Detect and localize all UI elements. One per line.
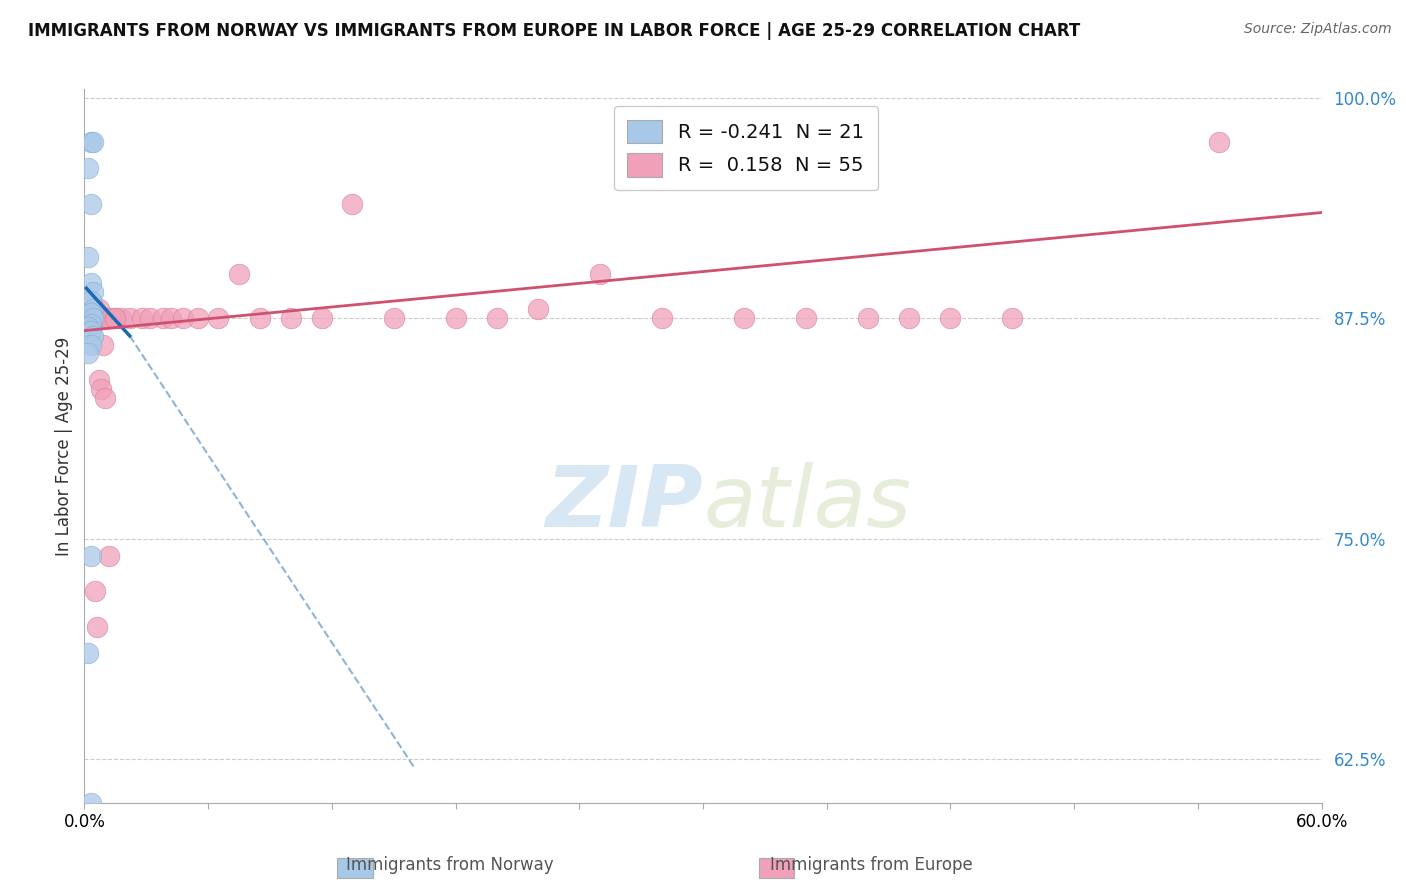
Point — [98, 311, 121, 326]
Point — [77, 250, 100, 264]
Point — [79, 549, 101, 563]
Point — [79, 311, 101, 326]
Point — [79, 337, 101, 351]
Point — [87, 373, 110, 387]
Point — [82, 311, 104, 326]
Point — [228, 267, 250, 281]
Point — [79, 196, 101, 211]
Text: Immigrants from Norway: Immigrants from Norway — [346, 855, 554, 873]
Point — [382, 311, 405, 326]
Text: Immigrants from Europe: Immigrants from Europe — [770, 855, 973, 873]
Point — [83, 584, 105, 599]
Point — [77, 848, 100, 863]
Point — [79, 796, 101, 810]
Point — [79, 135, 101, 149]
Point — [249, 311, 271, 326]
Point — [104, 311, 127, 326]
Point — [82, 302, 104, 317]
Point — [160, 311, 183, 326]
Point — [86, 311, 108, 326]
Point — [91, 311, 114, 326]
Point — [152, 311, 174, 326]
Point — [187, 311, 209, 326]
Point — [118, 311, 141, 326]
Point — [94, 311, 117, 326]
Point — [77, 161, 100, 176]
Point — [1208, 135, 1230, 149]
Point — [82, 311, 104, 326]
Point — [83, 302, 105, 317]
Point — [82, 285, 104, 299]
Point — [82, 311, 104, 326]
Point — [794, 311, 817, 326]
Point — [87, 311, 110, 326]
Point — [444, 311, 467, 326]
Point — [110, 311, 132, 326]
Point — [104, 311, 127, 326]
Point — [77, 320, 100, 334]
Point — [83, 311, 105, 326]
Point — [79, 311, 101, 326]
Point — [79, 276, 101, 290]
Point — [90, 382, 112, 396]
Point — [898, 311, 921, 326]
Point — [94, 391, 117, 405]
Text: ZIP: ZIP — [546, 461, 703, 545]
Point — [79, 324, 101, 338]
Y-axis label: In Labor Force | Age 25-29: In Labor Force | Age 25-29 — [55, 336, 73, 556]
Point — [527, 302, 550, 317]
Text: IMMIGRANTS FROM NORWAY VS IMMIGRANTS FROM EUROPE IN LABOR FORCE | AGE 25-29 CORR: IMMIGRANTS FROM NORWAY VS IMMIGRANTS FRO… — [28, 22, 1080, 40]
Point — [87, 302, 110, 317]
Point — [79, 317, 101, 331]
Text: atlas: atlas — [703, 461, 911, 545]
Point — [856, 311, 879, 326]
Point — [83, 311, 105, 326]
Point — [91, 337, 114, 351]
Point — [82, 311, 104, 326]
Point — [139, 311, 162, 326]
Point — [82, 135, 104, 149]
Point — [82, 311, 104, 326]
Point — [939, 311, 962, 326]
Point — [172, 311, 194, 326]
Point — [98, 549, 121, 563]
Point — [342, 196, 364, 211]
Point — [86, 619, 108, 633]
Legend: R = -0.241  N = 21, R =  0.158  N = 55: R = -0.241 N = 21, R = 0.158 N = 55 — [614, 106, 877, 191]
Point — [485, 311, 508, 326]
Point — [77, 646, 100, 660]
Point — [1001, 311, 1024, 326]
Point — [733, 311, 755, 326]
Point — [77, 346, 100, 360]
Point — [82, 329, 104, 343]
Point — [79, 306, 101, 320]
Point — [86, 311, 108, 326]
Point — [311, 311, 333, 326]
Point — [131, 311, 153, 326]
Point — [207, 311, 229, 326]
Point — [280, 311, 302, 326]
Point — [86, 311, 108, 326]
Text: Source: ZipAtlas.com: Source: ZipAtlas.com — [1244, 22, 1392, 37]
Point — [589, 267, 612, 281]
Point — [651, 311, 673, 326]
Point — [90, 311, 112, 326]
Point — [79, 293, 101, 308]
Point — [83, 311, 105, 326]
